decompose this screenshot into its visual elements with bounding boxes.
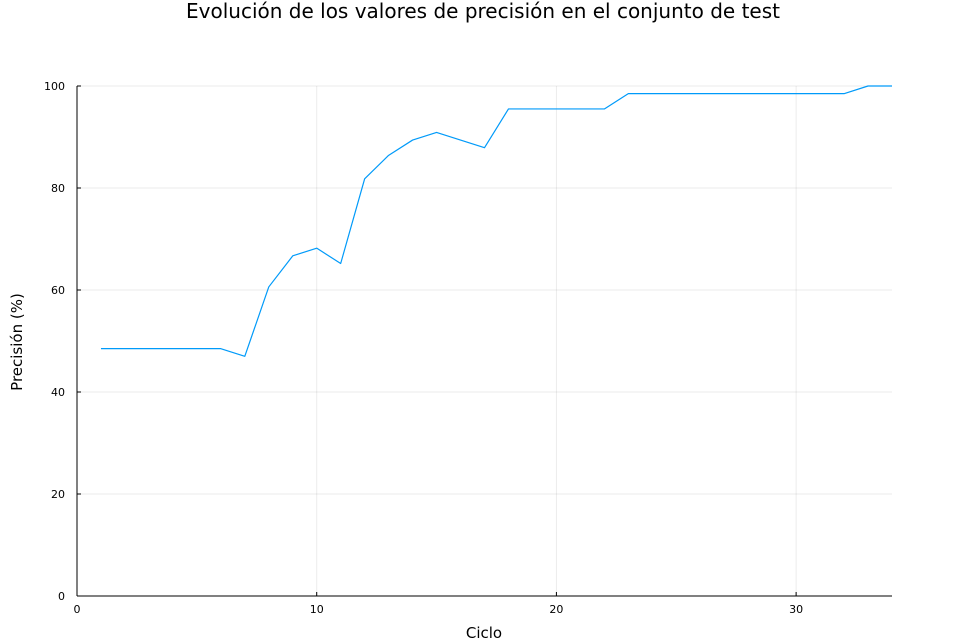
y-tick-label: 60 <box>51 284 65 297</box>
y-tick-label: 40 <box>51 386 65 399</box>
y-tick-label: 20 <box>51 488 65 501</box>
axes <box>76 86 892 597</box>
x-tick-label: 10 <box>310 603 324 616</box>
y-tick-label: 0 <box>58 590 65 603</box>
x-tick-label: 0 <box>74 603 81 616</box>
y-axis-title: Precisión (%) <box>8 293 26 391</box>
x-tick-label: 30 <box>789 603 803 616</box>
grid <box>76 85 892 597</box>
y-tick-label: 80 <box>51 182 65 195</box>
series <box>100 85 892 357</box>
x-tick-label: 20 <box>549 603 563 616</box>
ticks: 0 10 20 30 0 20 40 60 80 100 <box>44 80 803 616</box>
series-line <box>100 85 892 357</box>
y-tick-label: 100 <box>44 80 65 93</box>
chart-title: Evolución de los valores de precisión en… <box>186 0 780 23</box>
x-axis-title: Ciclo <box>466 624 502 642</box>
